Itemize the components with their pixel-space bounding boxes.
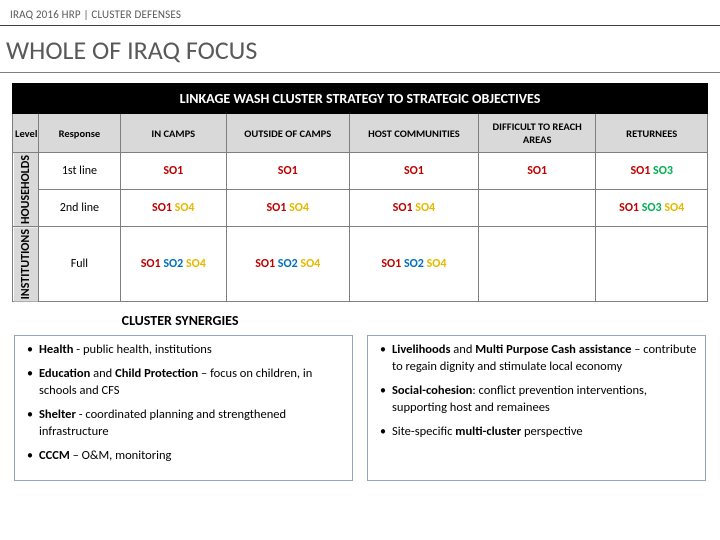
cell: SO1 SO3 [596,153,708,190]
cell: SO1 SO2 SO4 [120,227,226,302]
col-returnees: RETURNEES [596,114,708,153]
table-row: HOUSEHOLDS 1st line SO1 SO1 SO1 SO1 SO1 … [13,153,708,190]
cell [478,227,595,302]
page-header-label: IRAQ 2016 HRP | CLUSTER DEFENSES [0,0,720,25]
synergies-section: CLUSTER SYNERGIES Health - public health… [0,302,720,480]
title-rule [0,72,720,73]
cell: SO1 [349,153,478,190]
col-outside: OUTSIDE OF CAMPS [226,114,349,153]
list-item: Education and Child Protection – focus o… [23,366,344,400]
synergies-left-list: Health - public health, institutions Educ… [23,342,344,464]
cell: SO1 SO4 [349,190,478,227]
table-banner-row: LINKAGE WASH CLUSTER STRATEGY TO STRATEG… [13,84,708,114]
cell [596,227,708,302]
cell: SO1 SO4 [226,190,349,227]
cell: SO1 SO2 SO4 [349,227,478,302]
row-label-2nd: 2nd line [38,190,120,227]
side-institutions: INSTITUTIONS [13,227,39,302]
row-label-1st: 1st line [38,153,120,190]
synergies-title: CLUSTER SYNERGIES [14,312,346,335]
cell: SO1 SO4 [120,190,226,227]
cell: SO1 [478,153,595,190]
cell: SO1 SO3 SO4 [596,190,708,227]
list-item: Site-specific multi-cluster perspective [376,424,697,441]
list-item: Shelter - coordinated planning and stren… [23,407,344,441]
page-title: WHOLE OF IRAQ FOCUS [0,30,720,72]
strategy-table: LINKAGE WASH CLUSTER STRATEGY TO STRATEG… [12,83,708,302]
table-banner: LINKAGE WASH CLUSTER STRATEGY TO STRATEG… [13,84,708,114]
cell: SO1 [226,153,349,190]
col-incamps: IN CAMPS [120,114,226,153]
table-heading-row: Level Response IN CAMPS OUTSIDE OF CAMPS… [13,114,708,153]
col-response: Response [38,114,120,153]
list-item: Livelihoods and Multi Purpose Cash assis… [376,342,697,376]
row-label-full: Full [38,227,120,302]
cell: SO1 [120,153,226,190]
cell: SO1 SO2 SO4 [226,227,349,302]
col-difficult: DIFFICULT TO REACH AREAS [478,114,595,153]
synergies-left-col: Health - public health, institutions Educ… [14,335,353,480]
synergies-right-list: Livelihoods and Multi Purpose Cash assis… [376,342,697,440]
list-item: CCCM – O&M, monitoring [23,448,344,465]
strategy-table-wrap: LINKAGE WASH CLUSTER STRATEGY TO STRATEG… [0,83,720,302]
header-rule [0,25,720,26]
list-item: Social-cohesion: conflict prevention int… [376,383,697,417]
cell [478,190,595,227]
list-item: Health - public health, institutions [23,342,344,359]
table-row: INSTITUTIONS Full SO1 SO2 SO4 SO1 SO2 SO… [13,227,708,302]
synergies-right-col: Livelihoods and Multi Purpose Cash assis… [367,335,706,480]
col-host: HOST COMMUNITIES [349,114,478,153]
col-level: Level [13,114,39,153]
side-households: HOUSEHOLDS [13,153,39,227]
table-row: 2nd line SO1 SO4 SO1 SO4 SO1 SO4 SO1 SO3… [13,190,708,227]
synergies-columns: Health - public health, institutions Educ… [14,335,706,480]
